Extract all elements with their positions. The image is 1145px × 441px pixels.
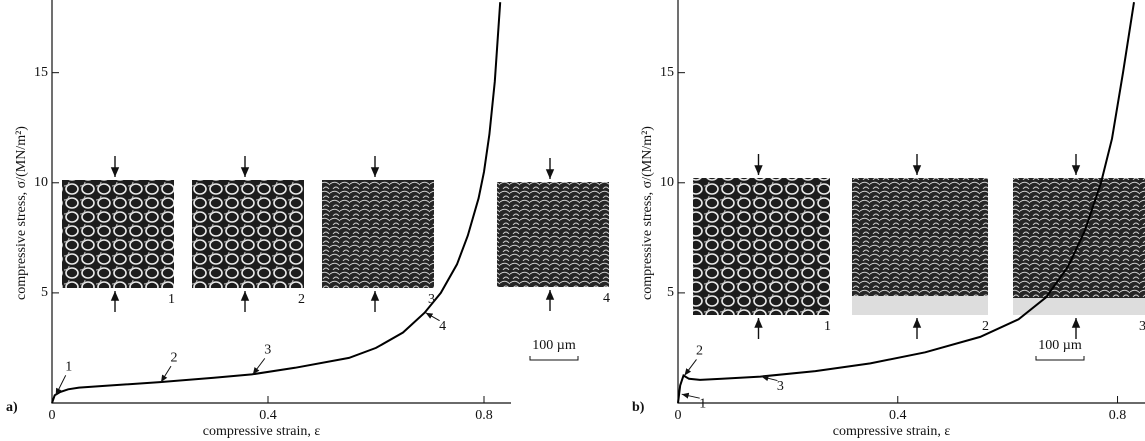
inset-label: 1 xyxy=(824,319,831,334)
y-axis-label: compressive stress, σ/(MN/m²) xyxy=(14,126,29,300)
annotation-arrow xyxy=(681,392,700,399)
inset-label: 2 xyxy=(982,319,989,334)
annotation-arrow xyxy=(761,375,778,382)
annotation: 2 xyxy=(171,350,178,365)
panel-label: a) xyxy=(6,400,18,415)
annotation: 2 xyxy=(696,344,703,359)
y-tick-label: 5 xyxy=(41,285,48,300)
inset-label: 4 xyxy=(603,291,610,306)
inset-label: 3 xyxy=(428,292,435,307)
scale-bar xyxy=(1035,356,1085,361)
annotation: 1 xyxy=(699,396,706,411)
x-tick-label: 0.8 xyxy=(475,408,493,423)
y-tick-label: 15 xyxy=(34,65,48,80)
inset-label: 1 xyxy=(168,292,175,307)
annotation: 3 xyxy=(264,343,271,358)
x-tick-label: 0 xyxy=(675,408,682,423)
panel-label: b) xyxy=(632,400,645,415)
y-tick-label: 5 xyxy=(667,285,674,300)
annotation: 1 xyxy=(65,360,72,375)
y-tick-label: 15 xyxy=(660,65,674,80)
curve xyxy=(51,2,502,404)
inset-label: 2 xyxy=(298,292,305,307)
curve xyxy=(677,2,1135,404)
annotation-arrow xyxy=(425,312,440,322)
y-tick-label: 10 xyxy=(660,175,674,190)
inset-label: 3 xyxy=(1139,319,1145,334)
x-axis-label: compressive strain, ε xyxy=(203,424,321,439)
y-tick-label: 10 xyxy=(34,175,48,190)
x-tick-label: 0 xyxy=(49,408,56,423)
scale-bar xyxy=(529,356,579,361)
scale-bar-label: 100 µm xyxy=(532,338,576,353)
annotation-arrow xyxy=(684,359,697,376)
x-tick-label: 0.4 xyxy=(889,408,907,423)
x-axis-label: compressive strain, ε xyxy=(833,424,951,439)
scale-bar-label: 100 µm xyxy=(1038,338,1082,353)
annotation: 4 xyxy=(439,319,446,334)
annotation-arrow xyxy=(252,358,266,375)
annotation-arrow xyxy=(160,365,172,383)
insets xyxy=(62,178,1145,315)
annotation: 3 xyxy=(777,379,784,394)
x-tick-label: 0.8 xyxy=(1109,408,1127,423)
y-axis-label: compressive stress, σ/(MN/m²) xyxy=(640,126,655,300)
annotation-arrow xyxy=(55,375,67,396)
x-tick-label: 0.4 xyxy=(259,408,277,423)
